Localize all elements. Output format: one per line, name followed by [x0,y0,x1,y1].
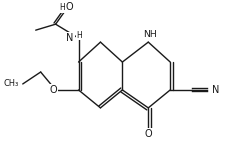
Text: O: O [49,85,57,95]
Text: CH₃: CH₃ [3,79,19,89]
Text: H: H [76,31,82,40]
Text: NH: NH [143,30,156,39]
Text: N: N [211,85,218,95]
Text: N: N [66,33,73,43]
Text: O: O [65,2,73,12]
Text: H: H [59,3,65,12]
Text: O: O [144,129,151,139]
